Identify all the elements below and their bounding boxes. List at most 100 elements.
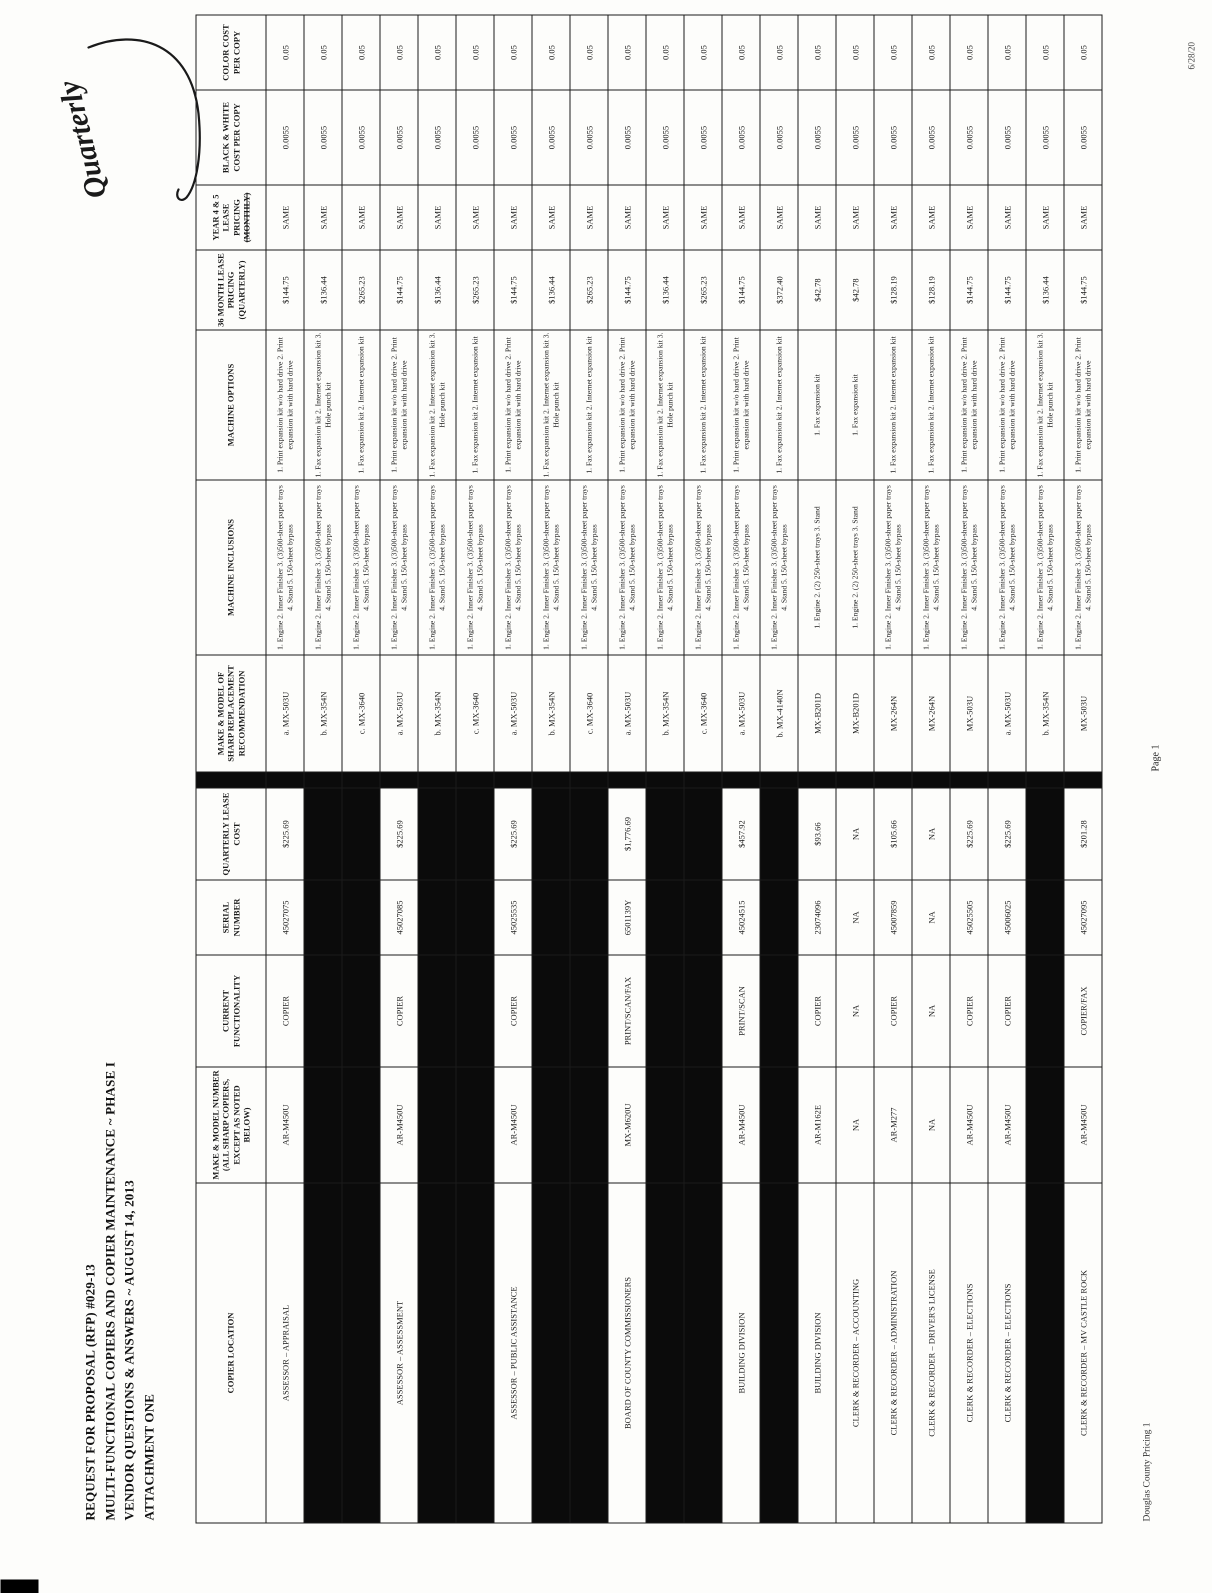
redaction-strip: [797, 771, 836, 788]
table-row: CLERK & RECORDER – ELECTIONS AR-M450U COPI…: [949, 14, 988, 1523]
cell-make-model: NA: [911, 1066, 950, 1183]
cell-machine-inclusions: 1. Engine 2. Inner Finisher 3. (3)500-sh…: [265, 479, 304, 655]
redaction-strip: [835, 771, 874, 788]
cell-bw-cost: 0.0055: [417, 89, 456, 185]
cell-bw-cost: 0.0055: [911, 89, 950, 185]
cell-make-model-redacted: [645, 1066, 684, 1183]
cell-functionality-redacted: [759, 954, 798, 1067]
redaction-strip: [493, 771, 532, 788]
cell-machine-inclusions: 1. Engine 2. Inner Finisher 3. (3)500-sh…: [303, 479, 342, 655]
cell-36-month-lease: $265.23: [455, 249, 494, 330]
cell-location-redacted: [531, 1182, 570, 1523]
cell-serial-number: NA: [911, 879, 950, 955]
cell-36-month-lease: $136.44: [303, 249, 342, 330]
cell-machine-options: 1. Fax expansion kit 2. Internet expansi…: [531, 329, 570, 480]
cell-year-4-5-lease: SAME: [759, 184, 798, 250]
date-stamp: 6/28/20: [1186, 41, 1196, 69]
cell-functionality: COPIER: [987, 954, 1026, 1067]
cell-bw-cost: 0.0055: [759, 89, 798, 185]
cell-color-cost: 0.05: [607, 14, 646, 90]
cell-machine-options: 1. Fax expansion kit 2. Internet expansi…: [645, 329, 684, 480]
cell-36-month-lease: $144.75: [721, 249, 760, 330]
cell-serial-number: 45027095: [1063, 879, 1102, 955]
cell-replacement-model: b. MX-354N: [531, 654, 570, 772]
annotation-word: Quarterly: [52, 76, 113, 201]
cell-make-model: AR-M450U: [987, 1066, 1026, 1183]
cell-serial-redacted: [569, 879, 608, 955]
redaction-strip: [683, 771, 722, 788]
cell-serial-redacted: [531, 879, 570, 955]
cell-bw-cost: 0.0055: [949, 89, 988, 185]
cell-location-redacted: [455, 1182, 494, 1523]
cell-year-4-5-lease: SAME: [303, 184, 342, 250]
column-header: BLACK & WHITE COST PER COPY: [195, 89, 266, 185]
table-row: CLERK & RECORDER – ADMINISTRATION AR-M277…: [873, 14, 912, 1523]
cell-36-month-lease: $144.75: [949, 249, 988, 330]
cell-color-cost: 0.05: [493, 14, 532, 90]
table-row: b. MX-4140N 1. Engine 2. Inner Finisher 3…: [759, 14, 798, 1523]
cell-36-month-lease: $144.75: [607, 249, 646, 330]
cell-functionality: COPIER: [493, 954, 532, 1067]
cell-location: BOARD OF COUNTY COMMISSIONERS: [607, 1182, 646, 1523]
cell-bw-cost: 0.0055: [797, 89, 836, 185]
cell-36-month-lease: $128.19: [911, 249, 950, 330]
cell-machine-inclusions: 1. Engine 2. Inner Finisher 3. (3)500-sh…: [1025, 479, 1064, 655]
cell-serial-number: 45027075: [265, 879, 304, 955]
redaction-strip: [379, 771, 418, 788]
cell-machine-options: 1. Fax expansion kit 2. Internet expansi…: [1025, 329, 1064, 480]
cell-functionality: PRINT/SCAN/FAX: [607, 954, 646, 1067]
cell-color-cost: 0.05: [303, 14, 342, 90]
cell-year-4-5-lease: SAME: [721, 184, 760, 250]
cell-location-redacted: [303, 1182, 342, 1523]
cell-bw-cost: 0.0055: [1063, 89, 1102, 185]
cell-machine-inclusions: 1. Engine 2. (2) 250-sheet trays 3. Stan…: [797, 479, 836, 655]
cell-machine-options: 1. Fax expansion kit: [797, 329, 836, 480]
cell-36-month-lease: $128.19: [873, 249, 912, 330]
cell-quarterly-lease-cost: $201.28: [1063, 787, 1102, 880]
cell-make-model-redacted: [759, 1066, 798, 1183]
cell-functionality-redacted: [455, 954, 494, 1067]
cell-quarterly-lease-cost: $105.66: [873, 787, 912, 880]
cell-quarterly-lease-redacted: [341, 787, 380, 880]
cell-serial-number: 45006025: [987, 879, 1026, 955]
column-header: MAKE & MODEL NUMBER (ALL SHARP COPIERS, …: [195, 1066, 266, 1183]
cell-replacement-model: a. MX-503U: [721, 654, 760, 772]
cell-bw-cost: 0.0055: [569, 89, 608, 185]
cell-replacement-model: c. MX-3640: [455, 654, 494, 772]
cell-location-redacted: [645, 1182, 684, 1523]
cell-quarterly-lease-redacted: [455, 787, 494, 880]
cell-color-cost: 0.05: [1063, 14, 1102, 90]
column-header: SERIAL NUMBER: [195, 879, 266, 955]
cell-serial-redacted: [759, 879, 798, 955]
cell-replacement-model: c. MX-3640: [683, 654, 722, 772]
cell-machine-options: 1. Fax expansion kit 2. Internet expansi…: [417, 329, 456, 480]
cell-year-4-5-lease: SAME: [531, 184, 570, 250]
cell-replacement-model: MX-503U: [949, 654, 988, 772]
cell-location-redacted: [1025, 1182, 1064, 1523]
cell-year-4-5-lease: SAME: [265, 184, 304, 250]
redaction-strip: [721, 771, 760, 788]
cell-color-cost: 0.05: [987, 14, 1026, 90]
column-header: MAKE & MODEL OF SHARP REPLACEMENT RECOMM…: [195, 654, 266, 772]
table-row: b. MX-354N 1. Engine 2. Inner Finisher 3.…: [645, 14, 684, 1523]
cell-bw-cost: 0.0055: [683, 89, 722, 185]
cell-functionality: NA: [835, 954, 874, 1067]
cell-machine-inclusions: 1. Engine 2. Inner Finisher 3. (3)500-sh…: [607, 479, 646, 655]
cell-36-month-lease: $372.40: [759, 249, 798, 330]
cell-color-cost: 0.05: [721, 14, 760, 90]
cell-replacement-model: b. MX-354N: [1025, 654, 1064, 772]
cell-36-month-lease: $136.44: [1025, 249, 1064, 330]
cell-machine-options: 1. Fax expansion kit 2. Internet expansi…: [455, 329, 494, 480]
page-number: Page 1: [1150, 744, 1161, 771]
cell-functionality: COPIER: [873, 954, 912, 1067]
cell-replacement-model: a. MX-503U: [607, 654, 646, 772]
table-row: c. MX-3640 1. Engine 2. Inner Finisher 3.…: [683, 14, 722, 1523]
redaction-strip: [195, 771, 266, 788]
cell-make-model-redacted: [683, 1066, 722, 1183]
cell-color-cost: 0.05: [645, 14, 684, 90]
cell-serial-number: 45007859: [873, 879, 912, 955]
cell-machine-options: 1. Print expansion kit w/o hard drive 2.…: [379, 329, 418, 480]
cell-machine-options: 1. Print expansion kit w/o hard drive 2.…: [721, 329, 760, 480]
cell-machine-options: 1. Print expansion kit w/o hard drive 2.…: [493, 329, 532, 480]
